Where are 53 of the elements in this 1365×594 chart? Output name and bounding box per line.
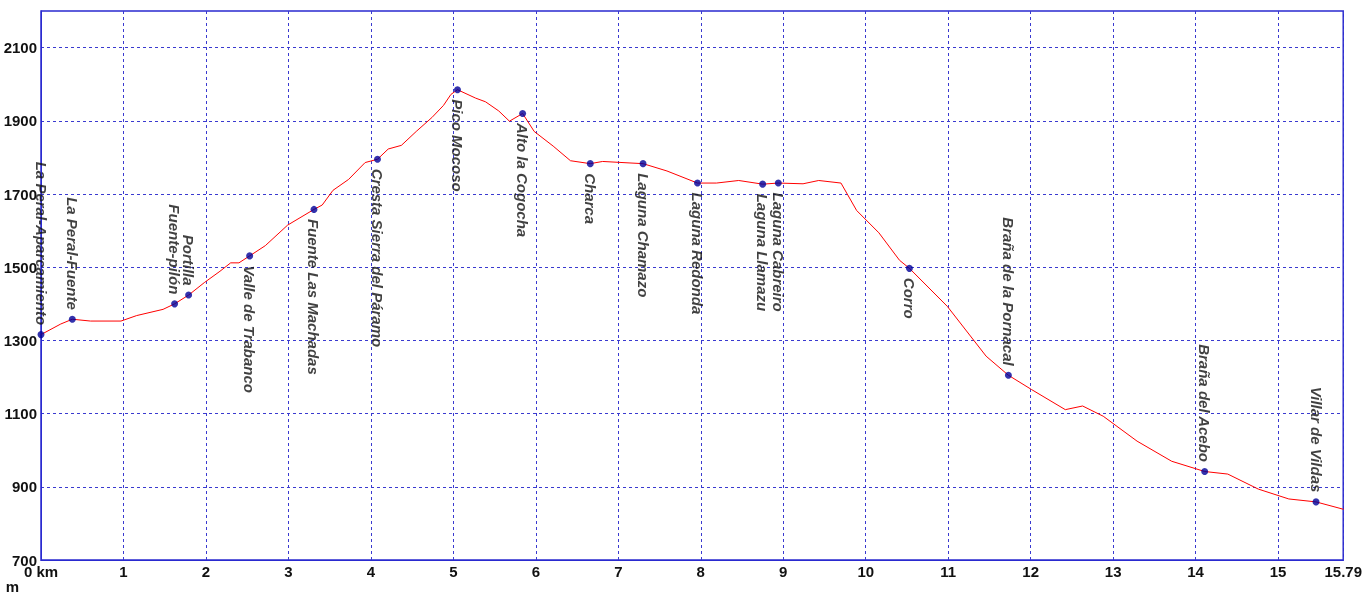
y-axis-title: m	[5, 578, 19, 594]
x-tick-label: 12	[1022, 563, 1040, 581]
x-tick-label: 3	[284, 563, 293, 581]
point	[246, 252, 254, 260]
point	[310, 205, 318, 213]
y-tick-label: 900	[11, 478, 37, 496]
point	[905, 264, 913, 272]
data-label: Braña del Acebo	[1196, 344, 1214, 463]
data-label: Braña de la Pornacal	[999, 217, 1017, 367]
point	[586, 160, 594, 168]
point	[759, 180, 767, 188]
point	[519, 110, 527, 117]
point	[774, 179, 782, 187]
data-label: Laguna Redonda	[688, 192, 706, 315]
x-tick-label: 7	[614, 563, 623, 581]
data-label: Corro	[900, 277, 918, 319]
x-tick-label: 15	[1269, 563, 1287, 581]
point	[171, 300, 179, 308]
data-label: Charca	[581, 173, 599, 225]
data-label: La Peral-Fuente	[63, 197, 81, 310]
x-tick-label: 15.79	[1324, 563, 1363, 581]
data-label: Pico Mocoso	[448, 99, 466, 192]
data-label: Fuente Las Machadas	[305, 218, 323, 375]
data-label: Cresta Sierra del Páramo	[368, 168, 386, 348]
x-tick-label: 10	[857, 563, 875, 581]
x-tick-label: 6	[531, 563, 540, 581]
point	[1004, 371, 1012, 379]
data-label: Valle de Trabanco	[241, 265, 259, 393]
point	[37, 331, 45, 339]
point	[373, 155, 381, 163]
x-tick-label: 2	[201, 563, 211, 581]
data-label: Alto la Cogocha	[514, 122, 532, 238]
data-label: Laguna Cabreiro	[769, 192, 787, 312]
x-tick-label: 14	[1187, 563, 1205, 581]
x-tick-label: 11	[940, 563, 957, 581]
data-label: Villar de Vildas	[1307, 386, 1325, 493]
x-tick-label: 4	[366, 563, 376, 581]
data-label: Laguna Chamazo	[634, 173, 652, 298]
point	[1201, 468, 1209, 476]
x-tick-label: 13	[1104, 563, 1122, 581]
point	[185, 291, 193, 299]
y-tick-label: 1100	[4, 405, 37, 423]
point	[68, 315, 76, 323]
point	[639, 160, 647, 168]
x-tick-label: 9	[779, 563, 788, 581]
y-tick-label: 1300	[3, 331, 37, 349]
point	[453, 86, 461, 94]
point	[693, 179, 701, 187]
y-tick-label: 2100	[3, 39, 37, 57]
x-tick-label: 5	[449, 563, 458, 581]
x-tick-label: 8	[696, 563, 705, 581]
y-tick-label: 1900	[3, 112, 37, 130]
x-tick-label: 1	[119, 563, 128, 581]
